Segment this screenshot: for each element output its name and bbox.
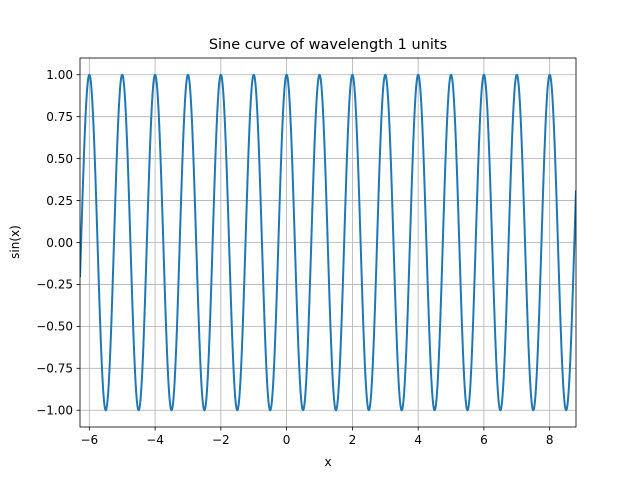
y-axis-label: sin(x) xyxy=(8,225,22,259)
y-tick-label: −0.25 xyxy=(36,278,73,292)
y-tick-label: −0.75 xyxy=(36,362,73,376)
ticks: −6 −4 −2 0 2 4 6 8 −1.00 −0.75 −0.50 −0.25 0.00 0.25 0… xyxy=(36,68,553,447)
sine-series-line xyxy=(80,73,576,412)
y-tick-label: 0.75 xyxy=(46,110,73,124)
y-tick-label: 0.25 xyxy=(46,194,73,208)
x-tick-label: 2 xyxy=(349,433,357,447)
x-tick-label: 8 xyxy=(546,433,554,447)
x-tick-label: −4 xyxy=(146,433,164,447)
y-tick-label: 0.00 xyxy=(46,236,73,250)
series-layer xyxy=(80,73,576,412)
x-tick-label: 6 xyxy=(480,433,488,447)
x-tick-label: 4 xyxy=(414,433,422,447)
x-axis-label: x xyxy=(324,455,331,469)
y-tick-label: −1.00 xyxy=(36,404,73,418)
y-tick-label: 0.50 xyxy=(46,152,73,166)
x-tick-label: −6 xyxy=(80,433,98,447)
y-tick-label: 1.00 xyxy=(46,68,73,82)
x-tick-label: −2 xyxy=(212,433,230,447)
chart-title: Sine curve of wavelength 1 units xyxy=(209,37,447,53)
x-tick-label: 0 xyxy=(283,433,291,447)
y-tick-label: −0.50 xyxy=(36,320,73,334)
